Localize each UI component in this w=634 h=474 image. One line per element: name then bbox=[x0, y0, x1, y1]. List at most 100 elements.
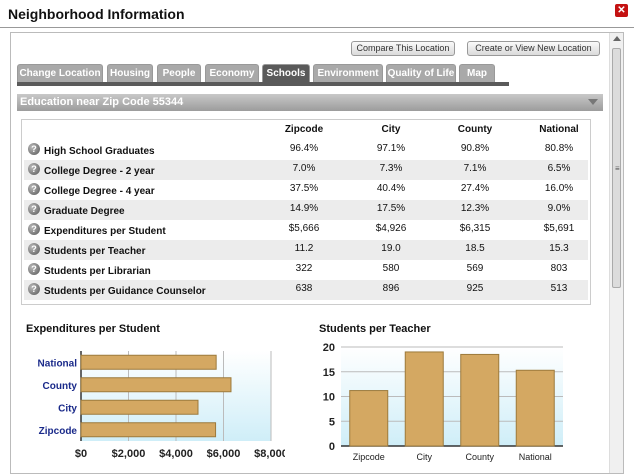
chart-title-students-teacher: Students per Teacher bbox=[319, 323, 431, 335]
table-cell: 96.4% bbox=[289, 143, 319, 154]
table-cell: 7.1% bbox=[463, 163, 487, 174]
x-tick-label: $4,000 bbox=[159, 448, 193, 460]
section-title: Education near Zip Code 55344 bbox=[20, 96, 184, 108]
category-label: County bbox=[465, 452, 494, 462]
help-icon[interactable]: ? bbox=[28, 243, 40, 255]
bar bbox=[80, 354, 217, 370]
y-tick-label: 5 bbox=[329, 416, 335, 428]
create-location-button[interactable]: Create or View New Location bbox=[467, 41, 600, 56]
compare-location-button[interactable]: Compare This Location bbox=[351, 41, 455, 56]
vertical-scrollbar[interactable]: ≡ bbox=[609, 33, 623, 473]
help-icon[interactable]: ? bbox=[28, 183, 40, 195]
table-row: ? Students per Guidance Counselor 638 89… bbox=[24, 280, 588, 300]
table-cell: 17.5% bbox=[376, 203, 406, 214]
table-cell: 97.1% bbox=[376, 143, 406, 154]
row-label: Graduate Degree bbox=[44, 206, 125, 217]
tab-change-location[interactable]: Change Location bbox=[17, 64, 103, 82]
chart-title-expenditures: Expenditures per Student bbox=[26, 323, 160, 335]
table-cell: 19.0 bbox=[381, 243, 401, 254]
table-cell: 27.4% bbox=[460, 183, 490, 194]
table-cell: 11.2 bbox=[294, 243, 314, 254]
bar bbox=[349, 390, 389, 447]
table-cell: 925 bbox=[466, 283, 484, 294]
bar bbox=[80, 422, 217, 438]
table-cell: 40.4% bbox=[376, 183, 406, 194]
table-cell: 12.3% bbox=[460, 203, 490, 214]
category-label: National bbox=[38, 358, 78, 369]
table-cell: 7.3% bbox=[379, 163, 403, 174]
table-row: ? Graduate Degree 14.9% 17.5% 12.3% 9.0% bbox=[24, 200, 588, 220]
section-header[interactable]: Education near Zip Code 55344 bbox=[17, 94, 603, 111]
tab-map[interactable]: Map bbox=[459, 64, 495, 82]
table-cell: 513 bbox=[550, 283, 568, 294]
column-header: City bbox=[381, 124, 401, 135]
tab-environment[interactable]: Environment bbox=[313, 64, 383, 82]
category-label: City bbox=[417, 452, 433, 462]
table-cell: 322 bbox=[295, 263, 313, 274]
column-header: County bbox=[457, 124, 493, 135]
category-label: City bbox=[58, 403, 77, 414]
content-frame: Compare This Location Create or View New… bbox=[10, 32, 624, 474]
help-icon[interactable]: ? bbox=[28, 223, 40, 235]
table-row: ? High School Graduates 96.4% 97.1% 90.8… bbox=[24, 140, 588, 160]
bar bbox=[460, 353, 500, 447]
help-icon[interactable]: ? bbox=[28, 143, 40, 155]
bar bbox=[80, 377, 232, 393]
table-row: ? Students per Teacher 11.2 19.0 18.5 15… bbox=[24, 240, 588, 260]
x-tick-label: $2,000 bbox=[112, 448, 146, 460]
x-tick-label: $0 bbox=[75, 448, 87, 460]
category-label: Zipcode bbox=[353, 452, 385, 462]
table-row: ? Students per Librarian 322 580 569 803 bbox=[24, 260, 588, 280]
row-label: High School Graduates bbox=[44, 146, 155, 157]
education-table: Zipcode City County National ? High Scho… bbox=[21, 119, 591, 305]
table-cell: 7.0% bbox=[292, 163, 316, 174]
grip-icon: ≡ bbox=[615, 164, 620, 173]
category-label: National bbox=[519, 452, 552, 462]
tab-underline bbox=[17, 82, 509, 86]
table-cell: 6.5% bbox=[547, 163, 571, 174]
tab-economy[interactable]: Economy bbox=[205, 64, 259, 82]
x-tick-label: $6,000 bbox=[207, 448, 241, 460]
row-label: College Degree - 2 year bbox=[44, 166, 155, 177]
table-cell: 9.0% bbox=[547, 203, 571, 214]
help-icon[interactable]: ? bbox=[28, 163, 40, 175]
help-icon[interactable]: ? bbox=[28, 203, 40, 215]
table-row: ? College Degree - 4 year 37.5% 40.4% 27… bbox=[24, 180, 588, 200]
column-header: Zipcode bbox=[284, 124, 324, 135]
table-cell: 14.9% bbox=[289, 203, 319, 214]
table-cell: 15.3 bbox=[549, 243, 569, 254]
collapse-icon[interactable] bbox=[588, 99, 598, 105]
close-icon[interactable]: ✕ bbox=[615, 4, 628, 17]
title-bar: Neighborhood Information ✕ bbox=[0, 0, 634, 28]
bar bbox=[80, 399, 199, 415]
row-label: Students per Guidance Counselor bbox=[44, 286, 206, 297]
table-cell: $6,315 bbox=[459, 223, 491, 234]
bar bbox=[404, 351, 444, 447]
category-label: Zipcode bbox=[39, 426, 78, 437]
row-label: Expenditures per Student bbox=[44, 226, 166, 237]
table-cell: $5,691 bbox=[543, 223, 575, 234]
scrollbar-thumb[interactable]: ≡ bbox=[612, 48, 621, 288]
row-label: College Degree - 4 year bbox=[44, 186, 155, 197]
table-cell: 569 bbox=[466, 263, 484, 274]
row-label: Students per Teacher bbox=[44, 246, 146, 257]
help-icon[interactable]: ? bbox=[28, 283, 40, 295]
y-tick-label: 20 bbox=[323, 342, 335, 354]
table-row: ? College Degree - 2 year 7.0% 7.3% 7.1%… bbox=[24, 160, 588, 180]
tab-quality-of-life[interactable]: Quality of Life bbox=[386, 64, 456, 82]
table-cell: 803 bbox=[550, 263, 568, 274]
category-label: County bbox=[43, 381, 78, 392]
tab-schools[interactable]: Schools bbox=[262, 64, 310, 82]
table-row: ? Expenditures per Student $5,666 $4,926… bbox=[24, 220, 588, 240]
table-cell: 37.5% bbox=[289, 183, 319, 194]
table-cell: 638 bbox=[295, 283, 313, 294]
help-icon[interactable]: ? bbox=[28, 263, 40, 275]
tab-housing[interactable]: Housing bbox=[107, 64, 153, 82]
scroll-up-arrow-icon[interactable] bbox=[613, 36, 621, 41]
y-tick-label: 15 bbox=[323, 367, 335, 379]
expenditures-chart: National County City Zipcode $0 $2,000 $4,000… bbox=[38, 351, 285, 460]
column-header: National bbox=[539, 124, 579, 135]
table-cell: 80.8% bbox=[544, 143, 574, 154]
tab-people[interactable]: People bbox=[157, 64, 201, 82]
table-cell: 18.5 bbox=[465, 243, 485, 254]
